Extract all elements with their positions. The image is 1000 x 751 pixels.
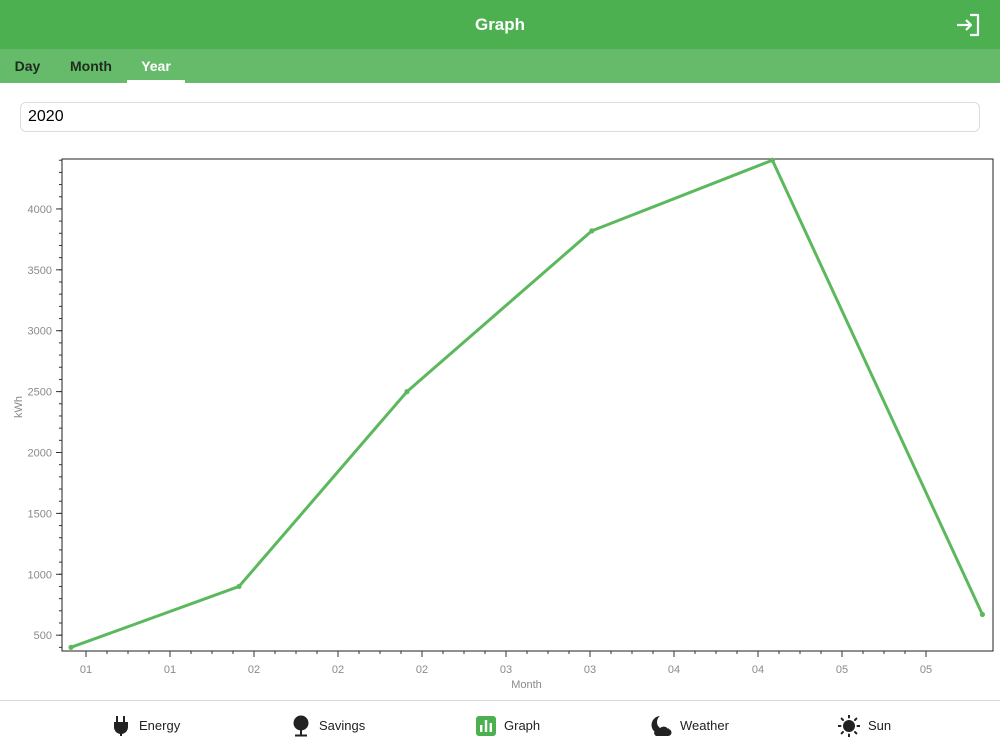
y-tick-label: 2500 — [28, 387, 52, 399]
x-tick-label: 02 — [248, 664, 260, 676]
plug-icon — [114, 716, 128, 736]
tabbar-label-weather: Weather — [680, 718, 729, 733]
app-header: Graph — [0, 0, 1000, 49]
tabbar-item-sun[interactable]: Sun — [838, 701, 908, 751]
data-point — [404, 389, 410, 395]
tabbar-label-sun: Sun — [868, 718, 892, 733]
tabbar-item-graph[interactable]: Graph — [476, 701, 556, 751]
moon-cloud-icon — [651, 716, 672, 736]
period-tabs: Day Month Year — [0, 49, 1000, 83]
data-point — [68, 644, 74, 650]
data-point — [236, 583, 242, 590]
x-tick-label: 04 — [752, 664, 764, 676]
y-tick-label: 500 — [34, 630, 52, 642]
tabbar-item-savings[interactable]: Savings — [291, 701, 381, 751]
tab-month[interactable]: Month — [70, 58, 112, 74]
sun-icon — [838, 715, 860, 737]
x-tick-label: 01 — [164, 664, 176, 676]
x-tick-label: 05 — [836, 664, 848, 676]
line-chart: 500 1000 1500 2000 2500 3000 3500 4000 01 01 02 02 0… — [13, 157, 994, 691]
x-tick-label: 02 — [416, 664, 428, 676]
x-tick-label: 01 — [80, 664, 92, 676]
y-tick-label: 4000 — [28, 204, 52, 216]
data-point — [769, 157, 776, 163]
logout-icon[interactable] — [954, 11, 982, 39]
series-line — [70, 158, 984, 649]
tab-day[interactable]: Day — [14, 58, 41, 74]
year-input[interactable] — [20, 102, 980, 132]
x-tick-label: 05 — [920, 664, 932, 676]
data-point — [979, 611, 986, 618]
tabbar-label-savings: Savings — [319, 718, 366, 733]
y-axis-label: kWh — [13, 396, 25, 418]
tabbar-item-weather[interactable]: Weather — [650, 701, 740, 751]
y-tick-label: 2000 — [28, 447, 52, 459]
x-tick-label: 02 — [332, 664, 344, 676]
tree-icon — [293, 715, 309, 737]
y-tick-label: 3500 — [28, 265, 52, 277]
x-axis-label: Month — [511, 679, 542, 691]
x-tick-label: 03 — [500, 664, 512, 676]
data-point — [589, 228, 595, 234]
tabbar-label-graph: Graph — [504, 718, 541, 733]
x-tick-label: 04 — [668, 664, 680, 676]
bottom-tab-bar: Energy Savings Graph Weather — [0, 700, 1000, 750]
x-tick-label: 03 — [584, 664, 596, 676]
bar-chart-icon — [476, 716, 496, 736]
tabbar-item-energy[interactable]: Energy — [112, 701, 192, 751]
y-tick-label: 1500 — [28, 508, 52, 520]
page-title: Graph — [474, 15, 526, 34]
tab-year[interactable]: Year — [127, 49, 185, 83]
tabbar-label-energy: Energy — [139, 718, 181, 733]
y-tick-label: 1000 — [28, 569, 52, 581]
plot-frame — [61, 158, 994, 652]
y-tick-label: 3000 — [28, 326, 52, 338]
